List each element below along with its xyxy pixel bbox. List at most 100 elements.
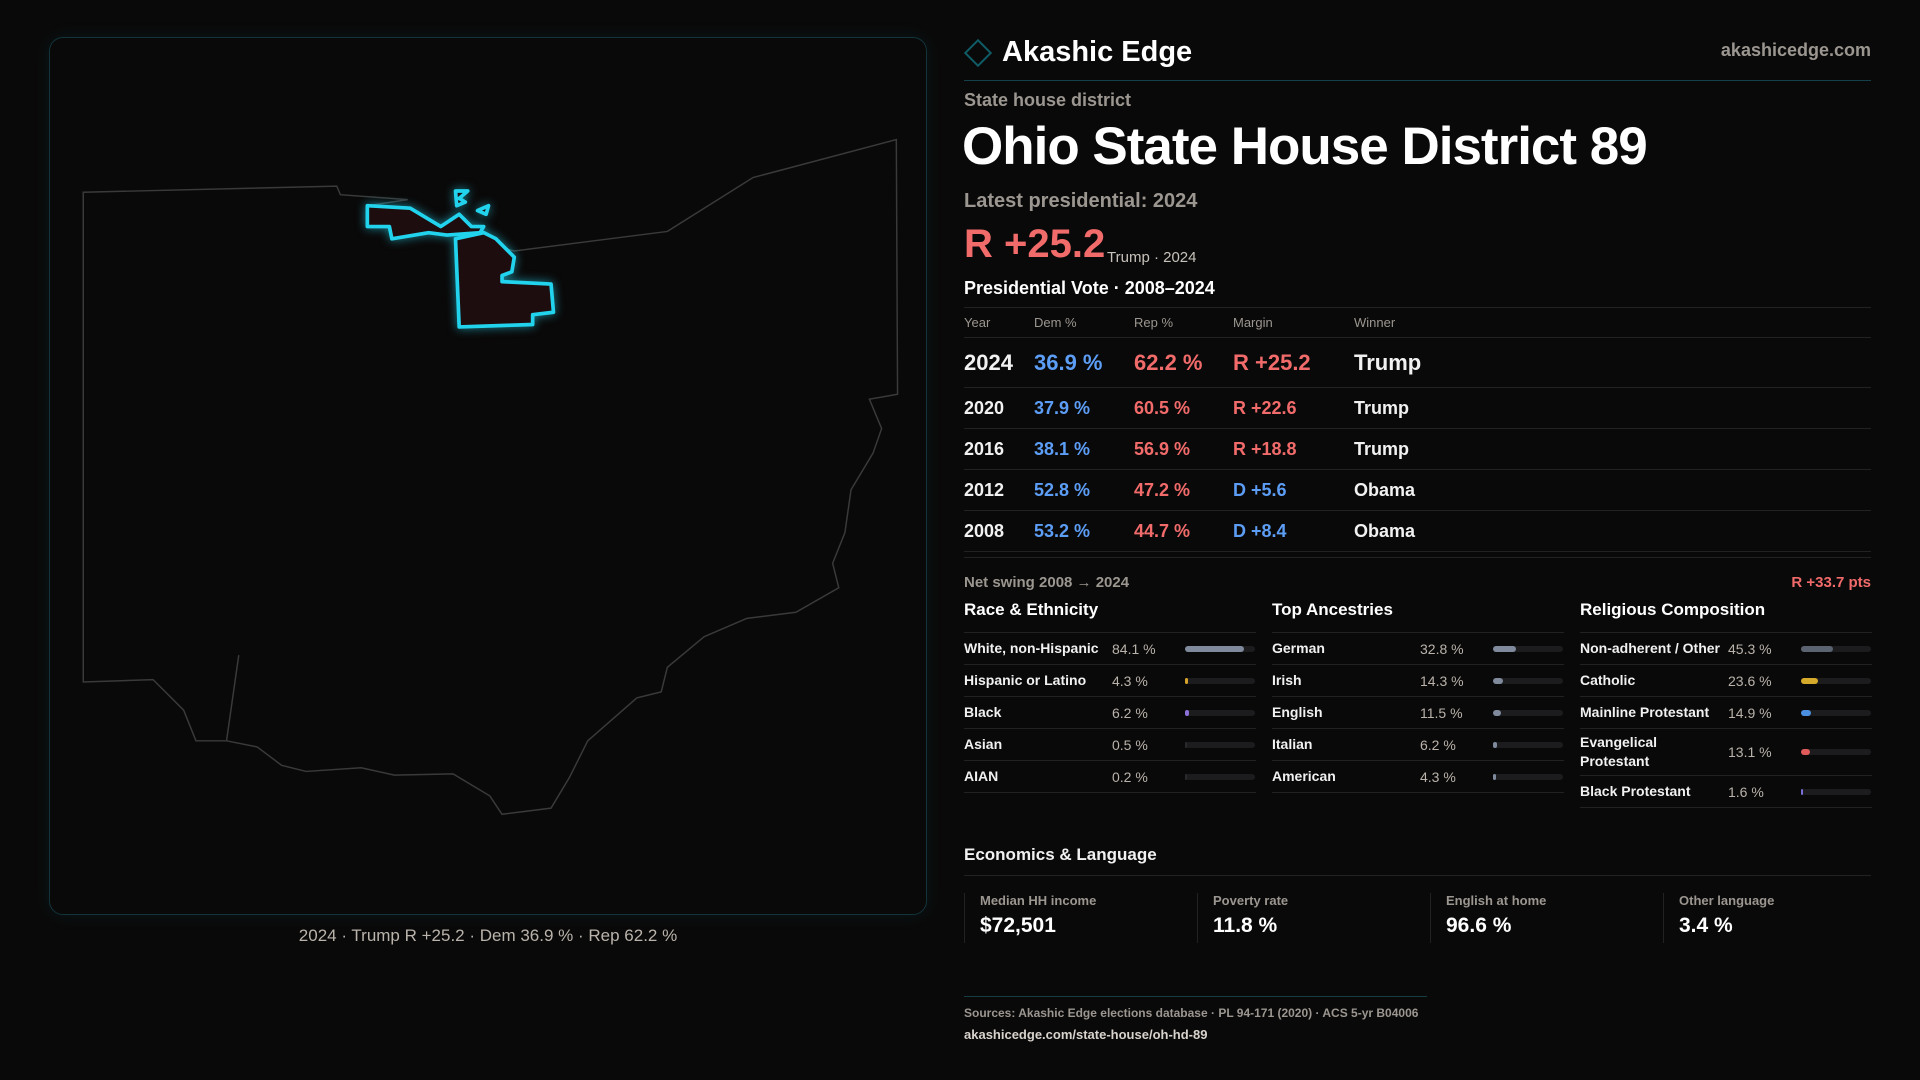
year: 2012 (964, 479, 1005, 500)
table-row: 2016 38.1 % 56.9 % R +18.8 Trump (964, 429, 1871, 470)
rep-pct: 44.7 % (1134, 520, 1191, 541)
dem-pct: 38.1 % (1034, 438, 1091, 459)
votes-title: Presidential Vote · 2008–2024 (964, 278, 1215, 298)
stat-value: 96.6 % (1446, 914, 1512, 937)
col-winner: Winner (1354, 315, 1396, 330)
header-divider (964, 80, 1871, 81)
site-link[interactable]: akashicedge.com (1720, 40, 1871, 60)
item-value: 23.6 % (1728, 672, 1772, 689)
item-label: Black Protestant (1580, 783, 1691, 799)
item-label: English (1272, 704, 1323, 720)
stat-label: Other language (1679, 893, 1775, 908)
net-swing: Net swing 2008 → 2024 R +33.7 pts (964, 557, 1871, 591)
latest-presidential: Latest presidential: 2024 (964, 190, 1198, 212)
list-item: Evangelical Protestant 13.1 % (1580, 729, 1872, 776)
winner: Trump (1354, 397, 1410, 418)
item-label: German (1272, 640, 1325, 656)
item-bar-fill (1185, 645, 1244, 652)
item-bar (1493, 709, 1563, 716)
item-bar (1493, 645, 1563, 652)
votes-table: Year Dem % Rep % Margin Winner 2024 36.9… (964, 307, 1871, 552)
list-item: White, non-Hispanic 84.1 % (964, 633, 1256, 665)
year: 2008 (964, 520, 1005, 541)
swing-label: Net swing 2008 → 2024 (964, 574, 1130, 591)
item-bar-fill (1493, 773, 1496, 780)
item-bar (1801, 788, 1871, 795)
dem-pct: 52.8 % (1034, 479, 1091, 500)
margin: R +22.6 (1233, 397, 1297, 418)
rep-pct: 56.9 % (1134, 438, 1191, 459)
item-label: White, non-Hispanic (964, 640, 1099, 656)
item-value: 6.2 % (1112, 704, 1148, 721)
item-bar (1185, 741, 1255, 748)
table-row: 2008 53.2 % 44.7 % D +8.4 Obama (964, 511, 1871, 552)
dem-pct: 37.9 % (1034, 397, 1091, 418)
item-label: Catholic (1580, 672, 1636, 688)
item-bar (1185, 773, 1255, 780)
margin: D +8.4 (1233, 520, 1287, 541)
margin: R +18.8 (1233, 438, 1297, 459)
item-label: Black (964, 704, 1002, 720)
list-item: German 32.8 % (1272, 633, 1564, 665)
list-item: Irish 14.3 % (1272, 665, 1564, 697)
brand-logo[interactable]: Akashic Edge (963, 36, 1193, 69)
item-bar-fill (1185, 773, 1187, 780)
stat-card: Other language 3.4 % (1663, 893, 1896, 943)
table-row: 2024 36.9 % 62.2 % R +25.2 Trump (964, 338, 1871, 388)
item-value: 14.9 % (1728, 704, 1772, 721)
list-item: Asian 0.5 % (964, 729, 1256, 761)
list-item: Catholic 23.6 % (1580, 665, 1872, 697)
item-bar-fill (1801, 709, 1812, 716)
stat-value: 3.4 % (1679, 914, 1733, 937)
stat-value: 11.8 % (1213, 914, 1278, 937)
list-item: Non-adherent / Other 45.3 % (1580, 633, 1872, 665)
page-title: Ohio State House District 89 (962, 117, 1648, 176)
item-bar (1493, 741, 1563, 748)
dem-pct: 36.9 % (1034, 349, 1103, 375)
item-label: Hispanic or Latino (964, 672, 1087, 688)
item-bar-fill (1493, 709, 1502, 716)
col-dem: Dem % (1034, 315, 1077, 330)
district-89-shape[interactable] (365, 189, 556, 329)
item-bar-fill (1185, 677, 1188, 684)
year: 2020 (964, 397, 1005, 418)
col-rep: Rep % (1134, 315, 1174, 330)
item-bar-fill (1493, 645, 1516, 652)
item-label: AIAN (964, 768, 999, 784)
year: 2016 (964, 438, 1005, 459)
list-item: AIAN 0.2 % (964, 761, 1256, 793)
item-value: 84.1 % (1112, 640, 1156, 657)
item-bar (1185, 709, 1255, 716)
item-value: 4.3 % (1112, 672, 1148, 689)
list-item: Black 6.2 % (964, 697, 1256, 729)
stat-card: Poverty rate 11.8 % (1197, 893, 1430, 943)
winner: Obama (1354, 479, 1416, 500)
item-bar-fill (1801, 645, 1833, 652)
rep-pct: 47.2 % (1134, 479, 1191, 500)
item-value: 45.3 % (1728, 640, 1772, 657)
stat-card: English at home 96.6 % (1430, 893, 1663, 943)
item-value: 4.3 % (1420, 768, 1456, 785)
col-year: Year (964, 315, 991, 330)
table-header: Year Dem % Rep % Margin Winner (964, 308, 1871, 338)
item-bar-fill (1801, 749, 1811, 755)
list-item: Hispanic or Latino 4.3 % (964, 665, 1256, 697)
item-label: Italian (1272, 736, 1313, 752)
section-title: Religious Composition (1580, 600, 1872, 633)
brand-name: Akashic Edge (1002, 36, 1193, 68)
item-bar (1493, 773, 1563, 780)
map-caption: 2024 · Trump R +25.2 · Dem 36.9 % · Rep … (298, 926, 678, 945)
year: 2024 (964, 349, 1013, 375)
section-title: Race & Ethnicity (964, 600, 1256, 633)
winner: Trump (1354, 349, 1422, 375)
map-panel[interactable] (49, 37, 927, 915)
page-url[interactable]: akashicedge.com/state-house/oh-hd-89 (964, 1027, 1208, 1042)
item-label: Non-adherent / Other (1580, 640, 1721, 656)
item-value: 1.6 % (1728, 783, 1764, 800)
item-label: Mainline Protestant (1580, 704, 1710, 720)
item-value: 0.2 % (1112, 768, 1148, 785)
swing-value: R +33.7 pts (1791, 574, 1871, 591)
item-bar (1801, 709, 1871, 716)
table-row: 2012 52.8 % 47.2 % D +5.6 Obama (964, 470, 1871, 511)
item-bar-fill (1801, 788, 1803, 795)
